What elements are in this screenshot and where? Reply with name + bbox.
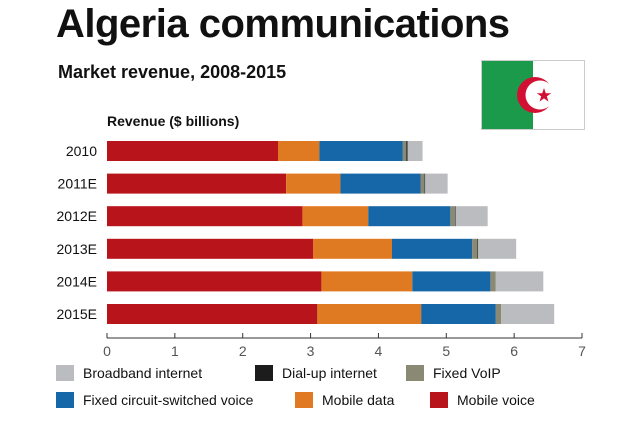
legend-swatch <box>56 392 74 408</box>
category-label: 2014E <box>57 273 97 289</box>
x-tick-label: 5 <box>442 343 450 359</box>
bar-segment <box>501 304 555 324</box>
bar-segment <box>317 304 422 324</box>
category-label: 2010 <box>66 143 97 159</box>
bar-segment <box>412 271 491 292</box>
bar-segment <box>286 173 341 194</box>
x-tick-label: 4 <box>375 343 383 359</box>
algeria-flag-icon <box>481 60 585 130</box>
x-tick-label: 1 <box>171 343 179 359</box>
legend-item: Fixed circuit-switched voice <box>56 392 253 408</box>
bar-segment <box>478 238 517 259</box>
bar-segment <box>472 238 478 259</box>
category-label: 2015E <box>57 306 97 322</box>
bar-segment <box>455 206 488 227</box>
bar-segment <box>368 206 451 227</box>
bar-segment <box>495 304 502 324</box>
bar-segment <box>420 173 425 194</box>
legend-swatch <box>430 392 448 408</box>
category-label: 2011E <box>58 176 97 192</box>
bar-segment <box>107 304 318 324</box>
legend-item: Dial-up internet <box>255 365 377 381</box>
legend-label: Fixed VoIP <box>433 365 501 381</box>
category-label: 2012E <box>57 208 97 224</box>
bar-segment <box>313 238 392 259</box>
x-tick-label: 7 <box>578 343 586 359</box>
bar-segment <box>107 141 278 161</box>
bar-segment <box>402 141 407 161</box>
bar-segment <box>319 141 403 161</box>
x-tick-label: 6 <box>510 343 518 359</box>
bar-segment <box>278 141 320 161</box>
legend-item: Broadband internet <box>56 365 202 381</box>
bar-segment <box>107 173 287 194</box>
page-subtitle: Market revenue, 2008-2015 <box>58 62 287 82</box>
bar-segment <box>392 238 473 259</box>
legend-label: Dial-up internet <box>282 365 377 381</box>
legend-label: Mobile data <box>322 392 395 408</box>
bar-segment <box>421 304 496 324</box>
category-label: 2013E <box>57 241 97 257</box>
bar-segment <box>407 141 423 161</box>
bar-segment <box>424 173 426 194</box>
x-tick-label: 3 <box>307 343 315 359</box>
legend-swatch <box>295 392 313 408</box>
bar-segment <box>107 238 314 259</box>
legend-item: Fixed VoIP <box>406 365 501 381</box>
bar-segment <box>340 173 421 194</box>
legend-label: Broadband internet <box>83 365 203 381</box>
page-title: Algeria communications <box>56 2 510 46</box>
bar-segment <box>495 271 544 292</box>
bar-segment <box>321 271 413 292</box>
bar-segment <box>302 206 369 227</box>
legend-swatch <box>255 365 273 381</box>
legend-label: Fixed circuit-switched voice <box>83 392 254 408</box>
bar-segment <box>425 173 448 194</box>
legend-swatch <box>56 365 74 381</box>
bar-segment <box>107 206 303 227</box>
bar-segment <box>455 206 456 227</box>
y-axis-label: Revenue ($ billions) <box>107 113 239 129</box>
x-tick-label: 2 <box>239 343 247 359</box>
bar-segment <box>477 238 479 259</box>
bar-segment <box>107 271 322 292</box>
legend-item: Mobile data <box>295 392 394 408</box>
legend-swatch <box>406 365 424 381</box>
legend-label: Mobile voice <box>457 392 535 408</box>
bar-segment <box>406 141 408 161</box>
legend-item: Mobile voice <box>430 392 535 408</box>
bar-segment <box>450 206 456 227</box>
bar-segment <box>490 271 496 292</box>
x-tick-label: 0 <box>103 343 111 359</box>
